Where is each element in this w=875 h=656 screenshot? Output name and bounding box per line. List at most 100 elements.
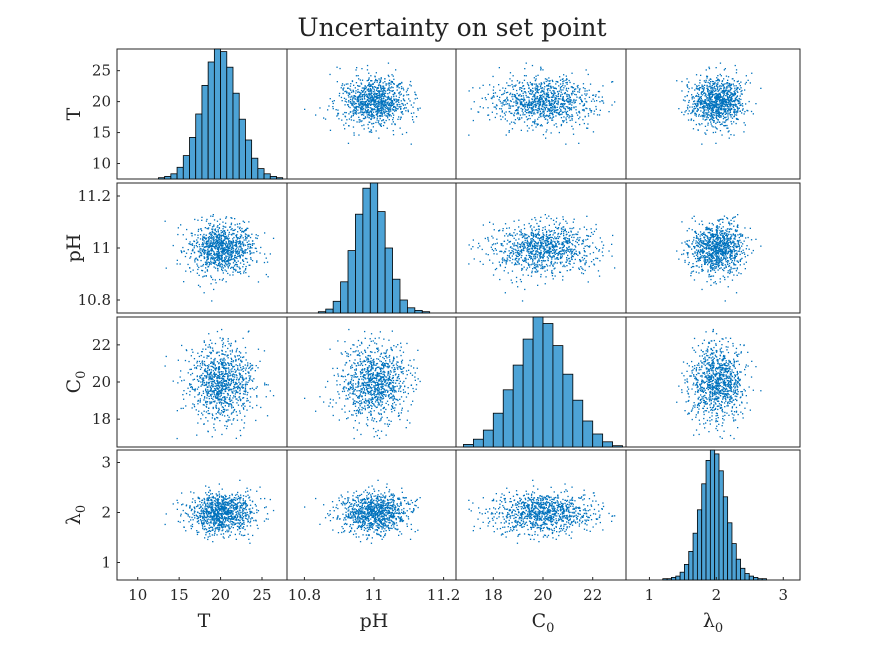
scatter-point (512, 253, 515, 255)
scatter-point (552, 219, 555, 221)
scatter-point (351, 91, 353, 93)
scatter-point (565, 113, 567, 115)
scatter-point (247, 243, 249, 245)
scatter-point (732, 78, 734, 80)
scatter-point (549, 248, 552, 250)
scatter-point (182, 234, 184, 236)
scatter-point (573, 83, 575, 85)
scatter-point (259, 252, 261, 254)
scatter-point (218, 243, 221, 245)
scatter-point (382, 82, 384, 84)
scatter-point (366, 95, 368, 98)
scatter-point (218, 261, 221, 263)
scatter-point (579, 88, 581, 90)
scatter-point (389, 90, 391, 92)
scatter-point (572, 244, 574, 246)
scatter-point (509, 92, 512, 94)
scatter-point (566, 237, 569, 240)
scatter-point (218, 263, 220, 265)
scatter-point (371, 97, 373, 99)
scatter-point (393, 92, 396, 94)
scatter-point (543, 103, 545, 105)
scatter-point (245, 229, 247, 231)
scatter-point (203, 236, 206, 238)
scatter-point (227, 248, 229, 250)
scatter-point (512, 105, 515, 107)
scatter-point (569, 269, 571, 271)
scatter-point (495, 108, 497, 110)
scatter-point (370, 96, 372, 98)
scatter-point (229, 242, 232, 244)
scatter-point (369, 97, 371, 99)
scatter-point (519, 246, 522, 248)
scatter-point (359, 85, 361, 87)
scatter-point (724, 110, 727, 112)
scatter-point (225, 281, 227, 283)
scatter-point (217, 242, 219, 244)
scatter-point (226, 236, 228, 239)
scatter-point (697, 108, 699, 111)
scatter-point (511, 105, 513, 107)
scatter-point (551, 236, 553, 239)
scatter-point (382, 85, 384, 87)
scatter-point (368, 92, 370, 94)
scatter-point (711, 94, 714, 96)
scatter-point (202, 235, 204, 237)
scatter-point (568, 101, 570, 103)
scatter-point (366, 89, 368, 91)
scatter-point (573, 262, 575, 264)
scatter-point (719, 94, 721, 96)
scatter-point (499, 278, 501, 281)
scatter-point (395, 98, 397, 100)
scatter-point (721, 113, 724, 116)
hist-bar (325, 308, 334, 314)
scatter-point (717, 75, 719, 77)
scatter-point (400, 86, 403, 88)
scatter-point (206, 242, 208, 244)
scatter-point (551, 96, 553, 99)
scatter-point (706, 77, 708, 79)
scatter-point (577, 84, 579, 87)
scatter-point (739, 104, 741, 107)
scatter-point (388, 92, 391, 94)
scatter-point (508, 131, 510, 133)
scatter-point (231, 258, 233, 261)
scatter-point (209, 242, 211, 244)
scatter-point (743, 122, 745, 124)
scatter-point (562, 89, 564, 91)
scatter-point (543, 106, 546, 108)
scatter-point (406, 94, 408, 96)
scatter-point (247, 246, 249, 248)
scatter-point (707, 94, 709, 96)
scatter-point (201, 269, 203, 272)
scatter-point (545, 118, 547, 120)
scatter-point (550, 262, 553, 264)
scatter-point (523, 259, 526, 261)
scatter-point (204, 271, 206, 273)
scatter-point (608, 111, 610, 113)
scatter-point (532, 109, 534, 111)
scatter-point (729, 101, 731, 104)
scatter-point (527, 245, 529, 248)
scatter-point (557, 241, 559, 244)
scatter-point (361, 97, 363, 100)
scatter-point (582, 87, 585, 89)
scatter-point (194, 218, 196, 221)
scatter-point (548, 108, 550, 110)
scatter-point (379, 81, 381, 83)
scatter-point (547, 96, 550, 99)
scatter-point (526, 105, 528, 107)
scatter-point (530, 106, 532, 109)
scatter-point (207, 247, 209, 249)
scatter-point (206, 227, 208, 230)
scatter-point (368, 117, 370, 119)
scatter-point (511, 94, 513, 96)
scatter-point (555, 88, 557, 90)
scatter-point (523, 88, 526, 90)
scatter-point (511, 250, 513, 252)
scatter-point (349, 102, 352, 104)
scatter-point (391, 81, 393, 83)
scatter-point (552, 119, 554, 121)
scatter-point (551, 256, 554, 258)
scatter-point (700, 74, 702, 76)
